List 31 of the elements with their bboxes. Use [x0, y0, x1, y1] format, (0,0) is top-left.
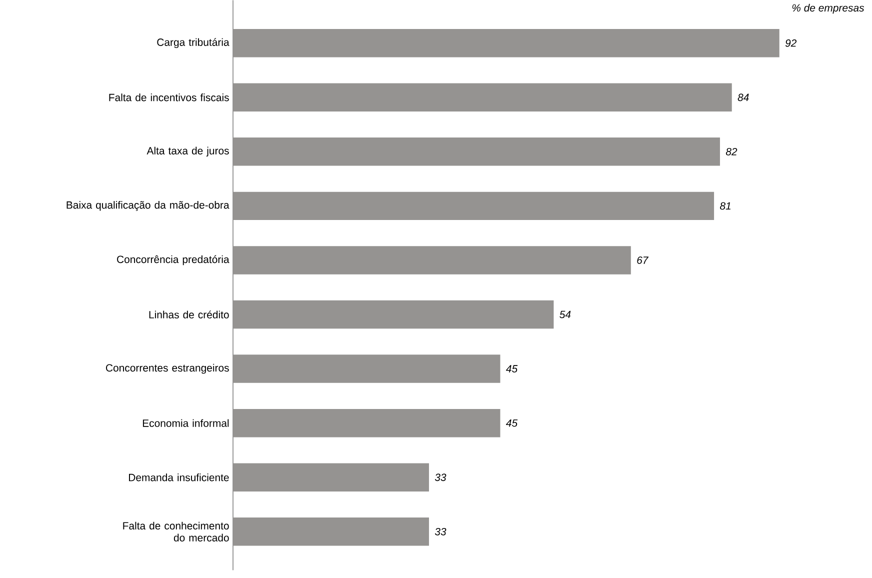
data-label: 33: [434, 528, 446, 536]
data-label: 92: [785, 39, 797, 47]
data-label: 45: [506, 365, 518, 372]
data-label: 33: [434, 474, 446, 481]
bar: [233, 408, 500, 438]
bar: [233, 246, 631, 274]
y-tick-label: Falta de conhecimento do mercado: [123, 522, 229, 542]
bar: [233, 28, 780, 58]
y-tick-label: Concorrência predatória: [117, 255, 230, 266]
y-tick-label: Baixa qualificação da mão-de-obra: [66, 200, 230, 211]
y-tick-label: Economia informal: [142, 419, 229, 427]
bar: [233, 300, 554, 329]
data-label: 45: [506, 419, 518, 427]
y-tick-label: Demanda insuficiente: [129, 473, 229, 482]
data-label: 54: [560, 310, 571, 318]
data-label: 82: [726, 148, 738, 156]
data-label: 81: [720, 202, 730, 210]
bar: [233, 192, 714, 220]
y-tick-label: Linhas de crédito: [149, 310, 229, 318]
data-label: 67: [637, 256, 649, 264]
y-tick-label: Carga tributária: [157, 38, 230, 48]
bar: [233, 517, 429, 546]
data-label: 84: [738, 94, 749, 101]
x-axis-title: % de empresas: [792, 4, 864, 14]
bar: [233, 463, 429, 492]
y-tick-label: Alta taxa de juros: [146, 146, 229, 156]
bar: [233, 137, 720, 166]
y-tick-label: Falta de incentivos fiscais: [109, 93, 229, 102]
bar: [233, 83, 732, 112]
y-tick-label: Concorrentes estrangeiros: [106, 364, 229, 374]
bar: [233, 354, 500, 383]
